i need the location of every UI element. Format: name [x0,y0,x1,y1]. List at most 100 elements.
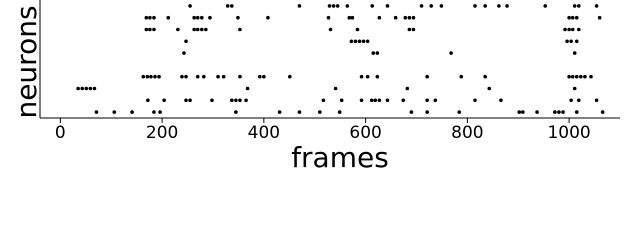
spike [425,98,429,103]
spike [567,15,571,20]
spike [266,15,270,20]
spike [157,74,161,79]
spike [433,98,438,103]
spike [411,15,416,20]
spike [594,98,599,103]
spike [80,86,85,91]
spike [236,15,240,20]
spike [337,110,342,114]
spike [288,74,292,79]
spike [574,74,579,79]
x-tick-label: 600 [349,123,381,143]
spike [216,74,220,79]
spike [88,86,93,91]
spike [230,4,234,8]
spike [457,110,462,114]
x-tick-label: 1000 [547,123,590,143]
spike [361,39,366,44]
spike [407,15,412,20]
spike [561,110,565,114]
spike [565,39,569,44]
spike [148,27,152,32]
spike [112,110,117,114]
spike [594,4,599,8]
spike [350,15,355,20]
spike [199,27,204,32]
spike [84,86,89,91]
spike [318,110,322,114]
spike [130,110,134,114]
spike [567,74,571,79]
spike [188,98,192,103]
spike [411,27,416,32]
spike [244,98,248,103]
spike [141,74,146,79]
spike [162,98,166,103]
spike [574,39,579,44]
spike [553,110,557,114]
spike [385,4,390,8]
spike [195,15,200,20]
spike [569,39,573,44]
spike [245,86,250,91]
spike [152,110,156,114]
spike [521,110,525,114]
spike [328,27,333,32]
spike [144,27,149,32]
spike [225,4,230,8]
spike [234,110,238,114]
x-tick-label: 400 [248,123,280,143]
spike [158,110,162,114]
spike [149,74,153,79]
spike [297,110,302,114]
spike [152,27,156,32]
spike [483,74,487,79]
spike [409,110,414,114]
spike [221,74,226,79]
spike [184,74,188,79]
spike [359,98,364,103]
spike [331,4,336,8]
spike [600,110,605,114]
spike [153,74,157,79]
spike [505,4,509,8]
spike [184,39,188,44]
spike [375,51,380,55]
spike [373,98,378,103]
spike [355,27,360,32]
spike [429,4,434,8]
spike [401,98,406,103]
spike [180,74,184,79]
spike [576,27,581,32]
spike [339,98,344,103]
spike [144,15,149,20]
spike [499,98,503,103]
spike [335,4,340,8]
x-tick-label: 200 [146,123,178,143]
spike [473,4,477,8]
spike [297,4,302,8]
spike [569,98,573,103]
spike [208,15,212,20]
spike [349,39,354,44]
spike [583,74,587,79]
spike [371,51,376,55]
spike [146,98,150,103]
spike [365,74,370,79]
chart: frames neurons 0 200 400 600 800 1000 [10,0,620,174]
spike [570,27,575,32]
spike [230,98,234,103]
spike [92,86,97,91]
spike [210,98,214,103]
spike [425,110,429,114]
spike [365,39,370,44]
spike [359,74,364,79]
spike [152,15,156,20]
spike [188,4,192,8]
spike [535,110,539,114]
x-tick-label: 0 [55,123,66,143]
spike [357,39,362,44]
spike [199,15,204,20]
spike [238,74,242,79]
